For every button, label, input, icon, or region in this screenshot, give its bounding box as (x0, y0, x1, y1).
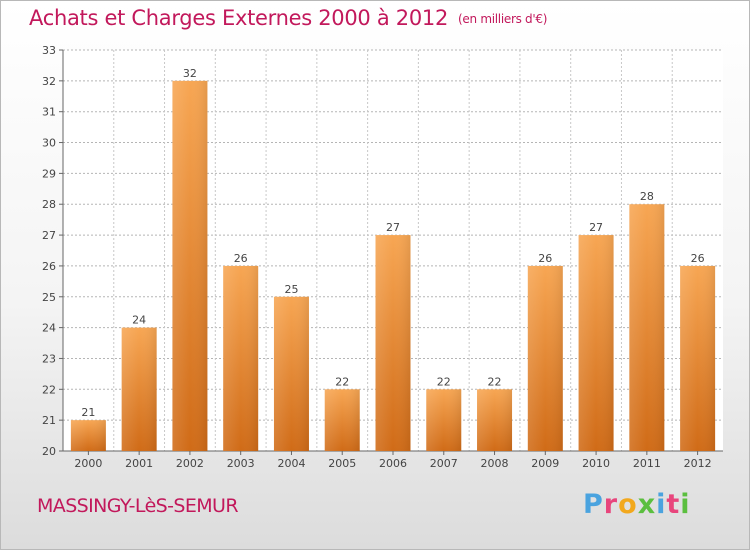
logo-letter: o (618, 489, 638, 520)
x-tick-label: 2005 (328, 457, 356, 470)
bar-shade (172, 80, 208, 451)
x-tick-label: 2007 (430, 457, 458, 470)
y-tick-label: 20 (42, 445, 56, 458)
chart-subtitle: (en milliers d'€) (458, 12, 548, 26)
y-tick-label: 21 (42, 414, 56, 427)
x-tick-label: 2011 (633, 457, 661, 470)
bar-shade (70, 420, 106, 451)
bar-shade (375, 235, 411, 451)
y-tick-label: 26 (42, 260, 56, 273)
y-tick-label: 32 (42, 75, 56, 88)
chart-title: Achats et Charges Externes 2000 à 2012 (e… (29, 6, 547, 30)
bar-shade (273, 296, 309, 451)
y-tick-label: 22 (42, 383, 56, 396)
bar-value-label: 32 (183, 67, 197, 80)
bar-value-label: 22 (335, 375, 349, 388)
bar-value-label: 28 (640, 190, 654, 203)
x-tick-label: 2008 (481, 457, 509, 470)
chart-title-text: Achats et Charges Externes 2000 à 2012 (29, 6, 449, 30)
bar-value-label: 26 (234, 252, 248, 265)
bar-value-label: 24 (132, 314, 146, 327)
x-tick-label: 2009 (531, 457, 559, 470)
bar-shade (527, 265, 563, 451)
bar-shade (629, 204, 665, 451)
y-tick-label: 24 (42, 322, 56, 335)
y-tick-label: 23 (42, 352, 56, 365)
y-tick-label: 28 (42, 198, 56, 211)
y-tick-label: 27 (42, 229, 56, 242)
x-tick-label: 2003 (227, 457, 255, 470)
proxiti-logo[interactable]: Proxiti (583, 489, 691, 520)
y-tick-label: 33 (42, 44, 56, 57)
x-tick-label: 2004 (277, 457, 305, 470)
x-tick-label: 2012 (684, 457, 712, 470)
logo-letter: t (666, 489, 681, 520)
bar-shade (426, 389, 462, 451)
logo-letter: x (637, 489, 657, 520)
logo-letter: i (680, 489, 691, 520)
bar-value-label: 26 (691, 252, 705, 265)
town-name: MASSINGY-LèS-SEMUR (37, 495, 239, 517)
y-tick-label: 25 (42, 291, 56, 304)
bar-value-label: 27 (386, 221, 400, 234)
bar-value-label: 22 (437, 375, 451, 388)
bar-shade (121, 327, 157, 451)
bar-shade (223, 265, 259, 451)
bar-value-label: 22 (488, 375, 502, 388)
logo-letter: P (583, 489, 604, 520)
x-tick-label: 2000 (74, 457, 102, 470)
bar-value-label: 21 (81, 406, 95, 419)
logo-letter: i (656, 489, 667, 520)
x-tick-label: 2010 (582, 457, 610, 470)
bar-value-label: 27 (589, 221, 603, 234)
y-tick-label: 31 (42, 106, 56, 119)
logo-letter: r (603, 489, 619, 520)
bar-value-label: 26 (538, 252, 552, 265)
x-tick-label: 2001 (125, 457, 153, 470)
bar-shade (477, 389, 513, 451)
bar-value-label: 25 (284, 283, 298, 296)
x-tick-label: 2002 (176, 457, 204, 470)
y-tick-label: 30 (42, 137, 56, 150)
bar-shade (324, 389, 360, 451)
x-tick-label: 2006 (379, 457, 407, 470)
bar-shade (680, 265, 716, 451)
y-tick-label: 29 (42, 167, 56, 180)
bar-shade (578, 235, 614, 451)
